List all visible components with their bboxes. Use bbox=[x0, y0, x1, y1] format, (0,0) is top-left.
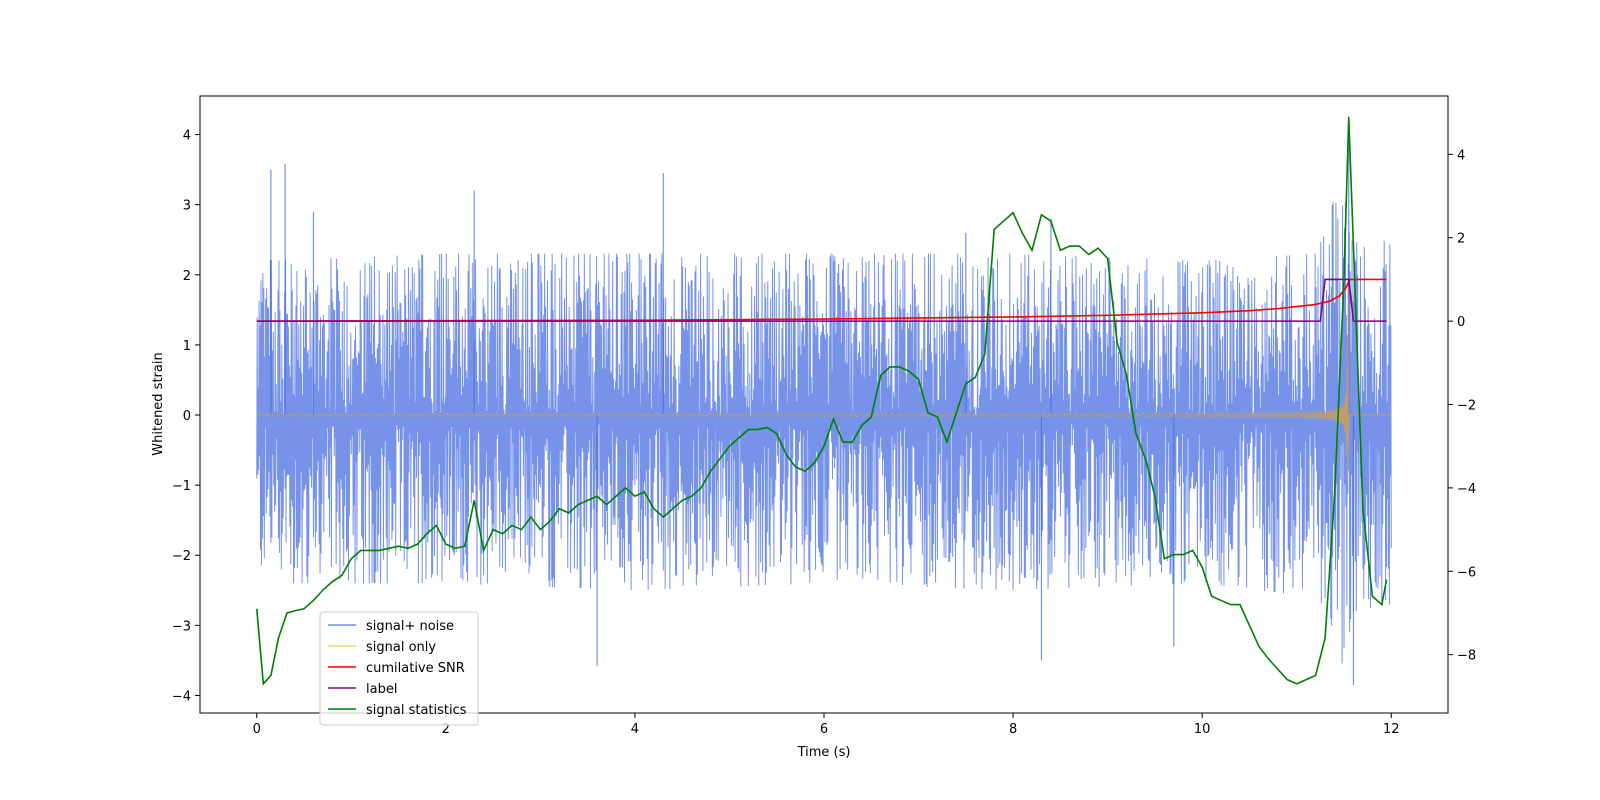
legend-label: cumilative SNR bbox=[366, 661, 465, 676]
y2-tick-label: −8 bbox=[1457, 649, 1476, 664]
series-line-signal-only bbox=[256, 285, 1392, 484]
y-tick-label: −1 bbox=[172, 479, 191, 494]
legend: signal+ noise signal only cumilative SNR la… bbox=[319, 611, 479, 726]
series-line-signal-noise bbox=[256, 201, 1392, 664]
y-tick-label: 1 bbox=[183, 339, 191, 354]
plot-area bbox=[199, 95, 1449, 714]
y-axis-title: Whitened strain bbox=[151, 352, 166, 455]
x-tick-label: 4 bbox=[631, 722, 639, 737]
y-tick-label: 3 bbox=[183, 199, 191, 214]
y-axis-right: −8 −6 −4 −2 0 2 4 bbox=[1448, 148, 1476, 664]
legend-label: label bbox=[366, 682, 397, 697]
y-tick-label: −2 bbox=[172, 549, 191, 564]
legend-label: signal statistics bbox=[366, 703, 467, 718]
y2-tick-label: 0 bbox=[1457, 315, 1465, 330]
x-tick-label: 2 bbox=[442, 722, 450, 737]
x-tick-label: 0 bbox=[253, 722, 261, 737]
series-layer bbox=[255, 116, 1392, 686]
y-tick-label: 2 bbox=[183, 269, 191, 284]
legend-label: signal only bbox=[366, 640, 436, 655]
y2-tick-label: −6 bbox=[1457, 565, 1476, 580]
y-tick-label: −3 bbox=[172, 619, 191, 634]
x-tick-label: 8 bbox=[1009, 722, 1017, 737]
y-tick-label: 4 bbox=[183, 129, 191, 144]
legend-label: signal+ noise bbox=[366, 619, 454, 634]
x-tick-label: 12 bbox=[1383, 722, 1400, 737]
y-axis-left: −4 −3 −2 −1 0 1 2 3 4 bbox=[172, 129, 200, 704]
y2-tick-label: 2 bbox=[1457, 232, 1465, 247]
y2-tick-label: −4 bbox=[1457, 482, 1476, 497]
y2-tick-label: −2 bbox=[1457, 399, 1476, 414]
x-tick-label: 6 bbox=[820, 722, 828, 737]
legend-box bbox=[319, 611, 479, 726]
y2-tick-label: 4 bbox=[1457, 148, 1465, 163]
y-tick-label: −4 bbox=[172, 689, 191, 704]
series-line-cumilative-snr bbox=[256, 278, 1387, 322]
series-line-signal-statistics bbox=[255, 116, 1388, 686]
x-axis-title: Time (s) bbox=[797, 745, 851, 760]
y-tick-label: 0 bbox=[183, 409, 191, 424]
x-tick-label: 10 bbox=[1194, 722, 1211, 737]
